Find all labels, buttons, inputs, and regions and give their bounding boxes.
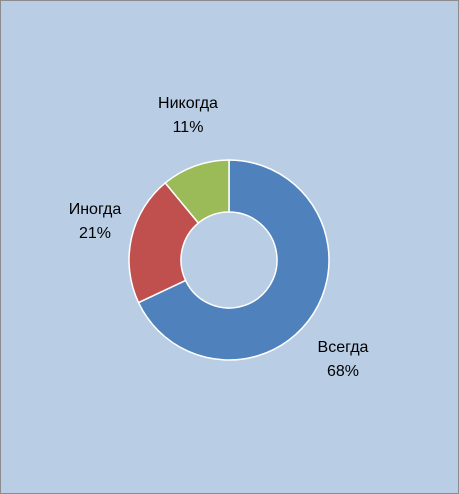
donut-slice [137, 159, 330, 361]
category-label: Иногда [69, 201, 122, 218]
value-label: 11% [173, 119, 204, 136]
donut-slice [128, 181, 200, 304]
donut-slice [164, 159, 230, 225]
category-label: Никогда [158, 95, 218, 112]
value-label: 21% [79, 225, 111, 242]
value-label: 68% [327, 363, 359, 380]
category-label: Всегда [318, 339, 369, 356]
